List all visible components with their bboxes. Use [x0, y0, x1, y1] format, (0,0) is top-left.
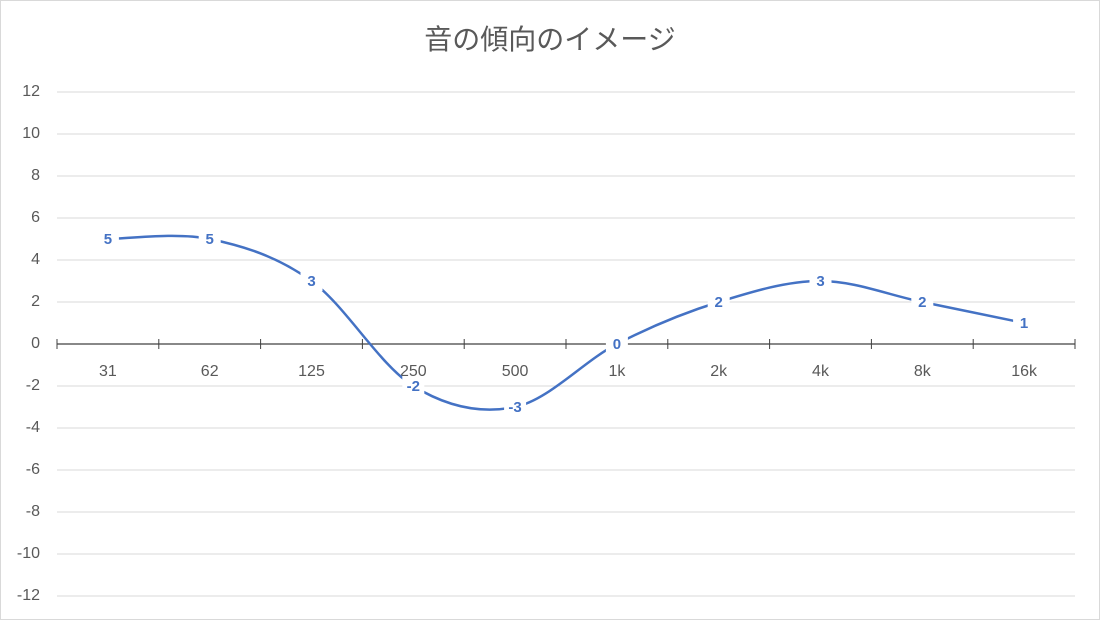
data-label: 2	[715, 294, 723, 311]
data-label-bg	[402, 376, 425, 396]
data-label-bg	[300, 271, 323, 291]
data-label: 5	[206, 231, 214, 248]
data-label-bg	[1013, 313, 1036, 333]
x-tick-label: 2k	[710, 363, 728, 380]
y-tick-label: 10	[22, 125, 40, 142]
data-label-bg	[198, 229, 221, 249]
y-tick-label: 12	[22, 83, 40, 100]
x-tick-label: 4k	[812, 363, 830, 380]
data-label-bg	[504, 397, 527, 417]
x-tick-label: 1k	[608, 363, 626, 380]
x-tick-label: 500	[502, 363, 529, 380]
data-label-bg	[809, 271, 832, 291]
y-tick-label: 0	[31, 335, 40, 352]
x-tick-label: 16k	[1011, 363, 1038, 380]
chart-title: 音の傾向のイメージ	[424, 23, 675, 56]
y-tick-label: -12	[17, 587, 40, 604]
y-tick-label: 4	[31, 251, 40, 268]
data-label-bg	[605, 334, 628, 354]
y-tick-label: 8	[31, 167, 40, 184]
data-label: 1	[1020, 315, 1028, 332]
x-tick-label: 250	[400, 363, 427, 380]
data-label: -3	[508, 399, 521, 416]
data-label: 3	[307, 273, 315, 290]
y-tick-label: -2	[26, 377, 40, 394]
data-label: 3	[816, 273, 824, 290]
data-label-bg	[96, 229, 119, 249]
x-tick-label: 8k	[914, 363, 932, 380]
data-label-bg	[707, 292, 730, 312]
line-series	[106, 234, 1026, 411]
y-tick-label: -6	[26, 461, 40, 478]
data-label: -2	[407, 378, 420, 395]
y-tick-label: 6	[31, 209, 40, 226]
data-label: 0	[613, 336, 621, 353]
y-tick-label: -10	[17, 545, 40, 562]
x-tick-label: 125	[298, 363, 325, 380]
y-tick-label: -4	[26, 419, 40, 436]
data-label-bg	[911, 292, 934, 312]
x-tick-label: 62	[201, 363, 219, 380]
x-tick-label: 31	[99, 363, 117, 380]
data-label: 5	[104, 231, 112, 248]
y-tick-label: -8	[26, 503, 40, 520]
data-label: 2	[918, 294, 926, 311]
y-tick-label: 2	[31, 293, 40, 310]
